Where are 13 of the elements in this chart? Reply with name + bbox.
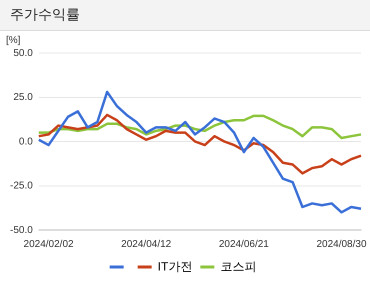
chart-title: 주가수익률 xyxy=(0,0,370,31)
y-tick-label: 50.0 xyxy=(13,48,34,59)
y-axis-title: [%] xyxy=(6,34,21,46)
y-tick-label: 0.0 xyxy=(18,136,34,148)
legend-label: 코스피 xyxy=(220,259,256,274)
x-tick-label: 2024/06/21 xyxy=(218,238,270,250)
y-tick-label: 25.0 xyxy=(13,92,34,103)
x-tick-label: 2024/08/30 xyxy=(316,238,367,250)
legend-label: IT가전 xyxy=(158,259,192,274)
x-tick-label: 2024/04/12 xyxy=(121,238,172,250)
y-tick-label: -50.0 xyxy=(10,224,34,236)
y-tick-label: -25.0 xyxy=(10,180,34,192)
x-tick-label: 2024/02/02 xyxy=(24,238,74,250)
